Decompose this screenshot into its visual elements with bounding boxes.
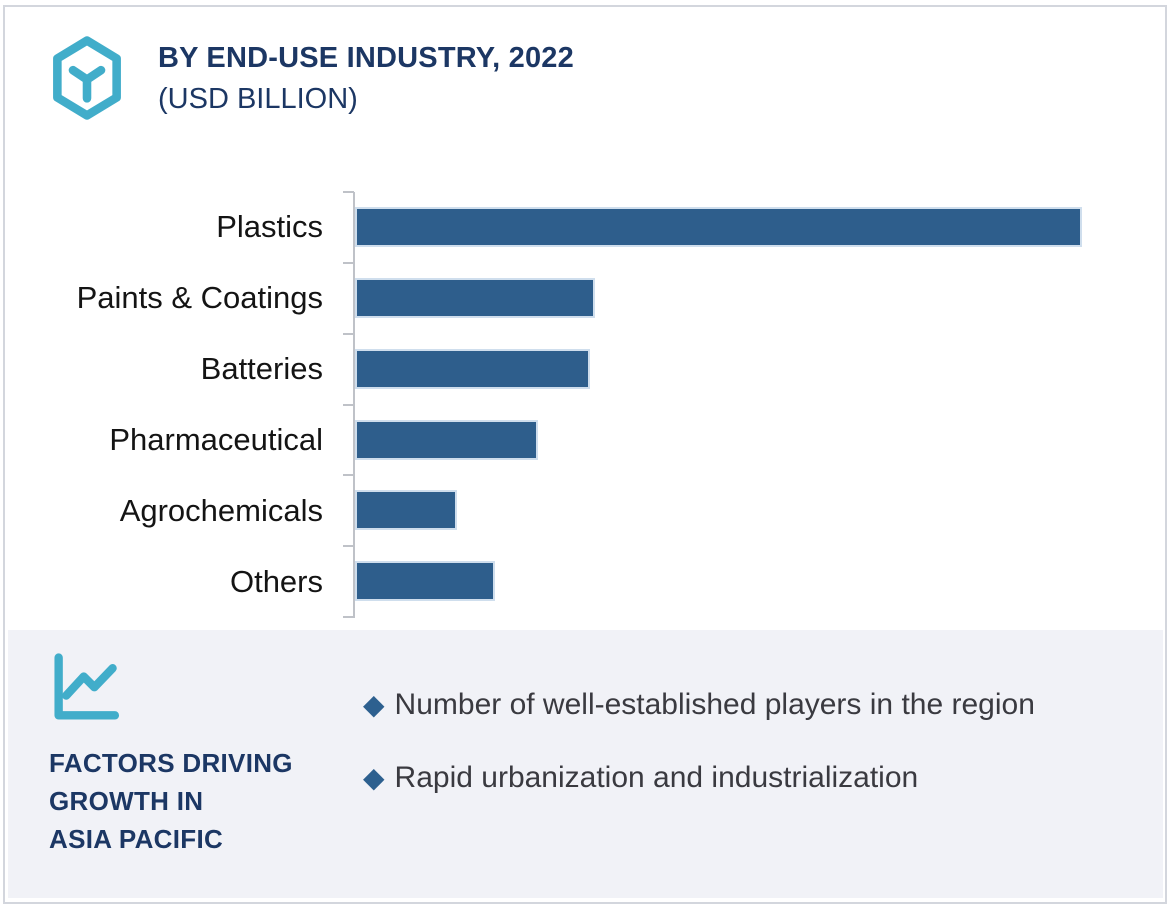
- category-axis-line: [353, 192, 355, 618]
- category-label: Agrochemicals: [119, 492, 323, 528]
- axis-tick: [343, 403, 354, 406]
- axis-tick: [343, 616, 354, 618]
- data-bar: [355, 561, 496, 602]
- axis-tick: [343, 332, 354, 335]
- header: BY END-USE INDUSTRY, 2022 (USD BILLION): [48, 34, 574, 122]
- hexagon-molecule-icon: [53, 36, 121, 120]
- factors-heading: FACTORS DRIVING GROWTH IN ASIA PACIFIC: [49, 748, 293, 854]
- axis-tick: [343, 545, 354, 548]
- bar-chart: Plastics Paints & Coatings Batteries Pharma…: [0, 191, 1170, 618]
- factor-item: ◆ Number of well-established players in t…: [363, 681, 1035, 729]
- factors-list: ◆ Number of well-established players in t…: [363, 681, 1035, 802]
- factor-item: ◆ Rapid urbanization and industrializatio…: [363, 754, 1035, 802]
- data-bar: [355, 207, 1082, 247]
- line-chart-icon: [54, 653, 120, 720]
- factor-text: Number of well-established players in th…: [394, 688, 1035, 721]
- axis-tick: [343, 191, 354, 193]
- data-bar: [355, 490, 457, 531]
- data-bar: [355, 419, 539, 460]
- category-label: Plastics: [216, 209, 323, 245]
- page-title: BY END-USE INDUSTRY, 2022: [158, 42, 574, 74]
- data-bar: [355, 277, 595, 318]
- category-label: Batteries: [200, 351, 323, 387]
- chart-row: Others: [0, 546, 1170, 617]
- chart-row: Agrochemicals: [0, 475, 1170, 546]
- category-label: Pharmaceutical: [109, 421, 323, 457]
- factor-text: Rapid urbanization and industrialization: [394, 761, 919, 794]
- diamond-bullet-icon: ◆: [363, 762, 385, 793]
- page-subtitle: (USD BILLION): [158, 83, 358, 115]
- category-label: Others: [229, 563, 323, 599]
- chart-row: Batteries: [0, 334, 1170, 405]
- header-titles: BY END-USE INDUSTRY, 2022 (USD BILLION): [158, 34, 574, 122]
- chart-row: Pharmaceutical: [0, 405, 1170, 476]
- category-label: Paints & Coatings: [76, 280, 323, 316]
- chart-row: Plastics: [0, 192, 1170, 263]
- diamond-bullet-icon: ◆: [363, 689, 385, 720]
- axis-tick: [343, 474, 354, 477]
- data-bar: [355, 348, 590, 389]
- axis-tick: [343, 261, 354, 264]
- factors-panel: FACTORS DRIVING GROWTH IN ASIA PACIFIC ◆…: [8, 630, 1163, 898]
- chart-row: Paints & Coatings: [0, 263, 1170, 334]
